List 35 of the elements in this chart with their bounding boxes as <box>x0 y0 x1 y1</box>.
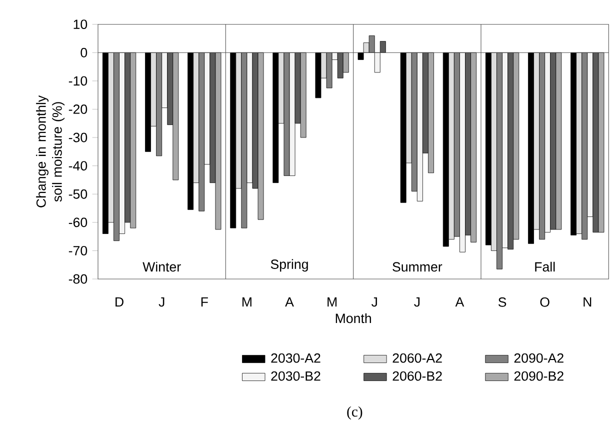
x-tick-label: N <box>584 297 592 307</box>
legend-label: 2060-A2 <box>392 353 442 363</box>
y-tick-label: -80 <box>68 274 88 284</box>
x-tick-label: S <box>498 297 506 307</box>
y-tick-label: -20 <box>68 104 88 114</box>
y-axis-title: Change in monthly soil moisture (%) <box>36 95 65 208</box>
text: (c) <box>347 406 362 420</box>
legend-label: 2060-B2 <box>392 371 442 381</box>
x-tick-label: D <box>116 297 124 307</box>
x-tick-label: A <box>285 297 294 307</box>
x-tick-label: M <box>328 297 337 307</box>
y-tick-label: -30 <box>68 132 88 142</box>
y-tick-label: -40 <box>68 161 88 171</box>
y-tick-label: -50 <box>68 189 88 199</box>
x-tick-label: J <box>371 297 377 307</box>
legend-label: 2030-B2 <box>271 371 320 381</box>
annotation: Spring <box>270 259 308 272</box>
annotation: Fall <box>535 262 555 272</box>
y-tick-label: 0 <box>80 48 88 58</box>
x-tick-label: A <box>455 297 464 307</box>
y-tick-label: -10 <box>68 76 88 86</box>
x-tick-label: J <box>158 297 164 307</box>
x-tick-label: F <box>201 297 208 307</box>
annotation: Winter <box>142 262 181 272</box>
annotation: Summer <box>392 262 442 272</box>
legend-label: 2090-B2 <box>514 371 564 381</box>
legend-label: 2030-A2 <box>271 353 320 363</box>
x-tick-label: O <box>540 297 550 307</box>
y-tick-label: -70 <box>68 246 88 256</box>
y-tick-label: 10 <box>74 20 88 30</box>
x-axis-title: Month <box>336 313 371 324</box>
x-tick-label: J <box>414 297 420 307</box>
y-tick-label: -60 <box>68 218 88 228</box>
legend-label: 2090-A2 <box>514 353 564 363</box>
x-tick-label: M <box>242 297 252 307</box>
